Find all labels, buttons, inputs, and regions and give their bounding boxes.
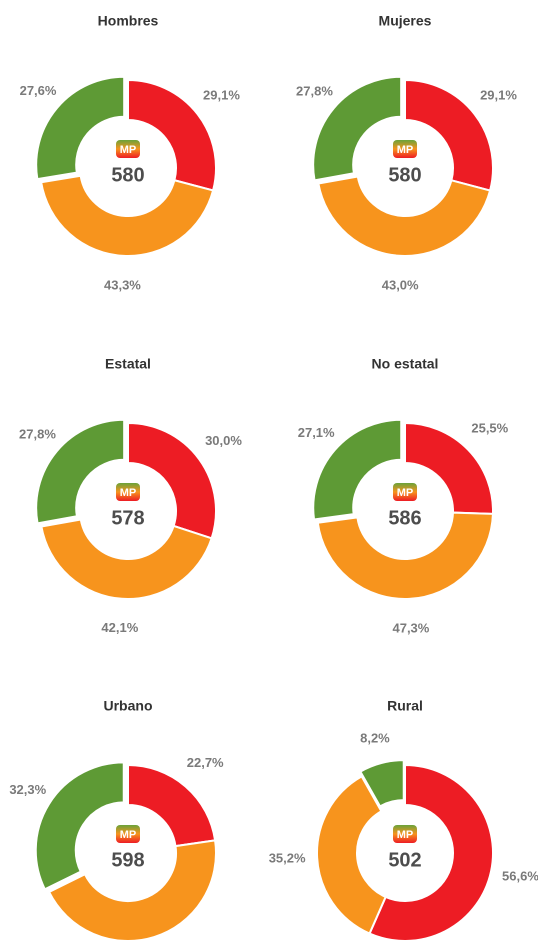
badge-box	[393, 140, 417, 158]
chart-title: Mujeres	[379, 13, 432, 29]
badge-box	[116, 483, 140, 501]
data-label: 22,7%	[187, 755, 224, 770]
chart-title: Estatal	[105, 356, 151, 372]
data-label: 43,0%	[382, 277, 419, 292]
badge-box	[116, 825, 140, 843]
chart-title: Rural	[387, 698, 423, 714]
donut-segment	[368, 763, 494, 942]
center-value: 598	[111, 849, 144, 871]
data-label: 27,8%	[19, 427, 56, 442]
data-label: 30,0%	[205, 433, 242, 448]
data-label: 27,6%	[20, 83, 57, 98]
donut-segment	[317, 175, 492, 257]
donut-segment	[127, 78, 217, 192]
data-label: 47,3%	[392, 620, 429, 635]
donut-segment	[40, 174, 215, 257]
data-label: 56,6%	[502, 869, 538, 884]
chart-title: No estatal	[372, 356, 439, 372]
data-label: 25,5%	[471, 420, 508, 435]
data-label: 43,3%	[104, 277, 141, 292]
center-value: 502	[388, 849, 421, 871]
center-value: 580	[388, 164, 421, 186]
donut-segment	[40, 518, 213, 600]
donut-segment	[47, 839, 217, 942]
donut-segment	[35, 75, 126, 181]
badge-text: MP	[397, 144, 414, 156]
center-value: 580	[111, 164, 144, 186]
badge-box	[393, 483, 417, 501]
donut-segment	[127, 763, 217, 848]
donut-segment	[35, 418, 126, 525]
data-label: 35,2%	[269, 850, 306, 865]
data-label: 27,1%	[298, 425, 335, 440]
data-label: 27,8%	[296, 84, 333, 99]
donut-segment	[312, 75, 403, 182]
donut-segment	[312, 418, 403, 521]
donut-segment	[404, 421, 494, 515]
data-label: 29,1%	[203, 87, 240, 102]
donut-segment	[316, 775, 387, 935]
chart-title: Urbano	[104, 698, 153, 714]
data-label: 32,3%	[9, 782, 46, 797]
badge-text: MP	[397, 487, 414, 499]
donut-segment	[316, 511, 494, 600]
center-value: 586	[388, 507, 421, 529]
donut-segment	[359, 759, 405, 808]
badge-text: MP	[120, 144, 137, 156]
data-label: 42,1%	[101, 620, 138, 635]
donut-segment	[34, 761, 125, 891]
center-value: 578	[111, 507, 144, 529]
badge-box	[393, 825, 417, 843]
chart-title: Hombres	[98, 13, 159, 29]
donut-segment	[404, 78, 494, 192]
badge-text: MP	[397, 829, 414, 841]
badge-text: MP	[120, 829, 137, 841]
badge-text: MP	[120, 487, 137, 499]
data-label: 8,2%	[360, 730, 390, 745]
data-label: 29,1%	[480, 87, 517, 102]
badge-box	[116, 140, 140, 158]
donut-segment	[127, 421, 217, 540]
